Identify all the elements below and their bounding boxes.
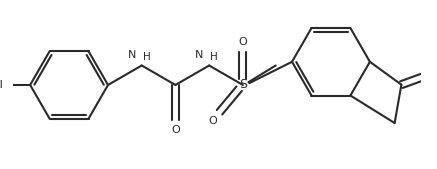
Text: N: N xyxy=(128,50,136,60)
Text: O: O xyxy=(208,116,217,126)
Text: O: O xyxy=(239,37,247,47)
Text: H: H xyxy=(210,52,218,62)
Text: N: N xyxy=(195,50,204,60)
Text: O: O xyxy=(171,125,180,135)
Text: Cl: Cl xyxy=(0,80,3,90)
Text: S: S xyxy=(239,78,247,91)
Text: H: H xyxy=(142,52,150,62)
